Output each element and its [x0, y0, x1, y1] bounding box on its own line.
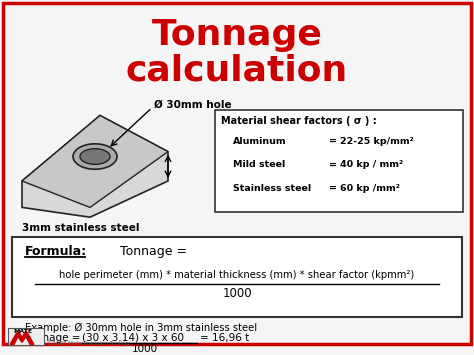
Text: Mild steel: Mild steel: [233, 160, 285, 169]
Text: 40 kp / mm²: 40 kp / mm²: [340, 160, 403, 169]
Text: 3mm stainless steel: 3mm stainless steel: [22, 223, 139, 233]
Text: = 16,96 t: = 16,96 t: [200, 333, 249, 343]
Text: Tonnage =: Tonnage =: [120, 245, 187, 258]
Ellipse shape: [80, 149, 110, 164]
Text: Tonnage: Tonnage: [152, 18, 322, 51]
Text: Tonnage =: Tonnage =: [25, 333, 81, 343]
Text: Ø 30mm hole: Ø 30mm hole: [154, 100, 232, 110]
Text: 22-25 kp/mm²: 22-25 kp/mm²: [340, 137, 414, 146]
FancyBboxPatch shape: [215, 110, 463, 212]
Text: 60 kp /mm²: 60 kp /mm²: [340, 184, 400, 193]
Text: calculation: calculation: [126, 54, 348, 88]
Polygon shape: [10, 331, 34, 344]
Text: Formula:: Formula:: [25, 245, 87, 258]
FancyBboxPatch shape: [12, 237, 462, 317]
Text: 1000: 1000: [222, 286, 252, 300]
Polygon shape: [22, 115, 168, 217]
Polygon shape: [22, 115, 168, 207]
Text: Aluminum: Aluminum: [233, 137, 287, 146]
Text: MATE: MATE: [13, 329, 32, 334]
Text: ©2008 Mate Precision Tooling: ©2008 Mate Precision Tooling: [47, 340, 129, 346]
FancyBboxPatch shape: [3, 3, 471, 344]
Text: Material shear factors ( σ ) :: Material shear factors ( σ ) :: [221, 116, 377, 126]
FancyBboxPatch shape: [8, 328, 44, 345]
Text: 1000: 1000: [132, 344, 158, 354]
Text: =: =: [329, 160, 337, 169]
Ellipse shape: [73, 144, 117, 169]
Text: =: =: [329, 137, 337, 146]
Text: Example: Ø 30mm hole in 3mm stainless steel: Example: Ø 30mm hole in 3mm stainless st…: [25, 323, 257, 333]
Text: =: =: [329, 184, 337, 193]
Text: Stainless steel: Stainless steel: [233, 184, 311, 193]
Text: hole perimeter (mm) * material thickness (mm) * shear factor (kpmm²): hole perimeter (mm) * material thickness…: [59, 270, 415, 280]
Text: (30 x 3.14) x 3 x 60: (30 x 3.14) x 3 x 60: [82, 333, 184, 343]
